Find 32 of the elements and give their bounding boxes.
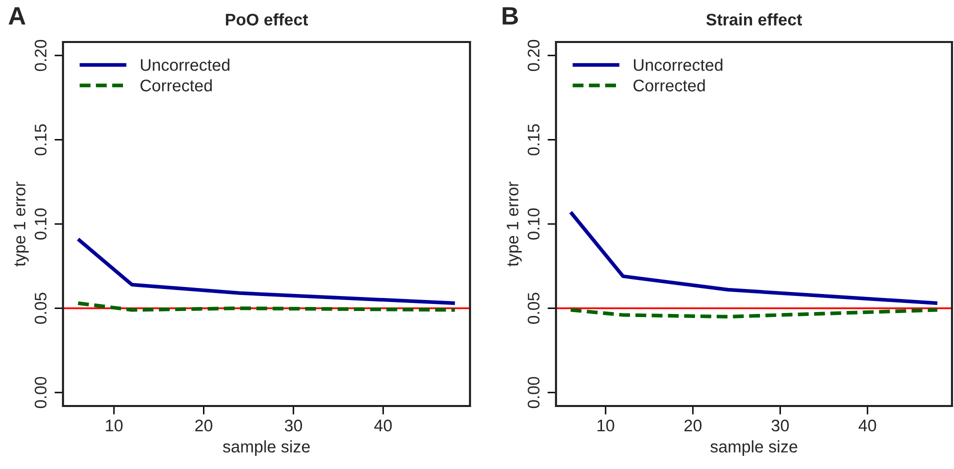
chart-title: Strain effect	[706, 13, 802, 26]
y-tick-label: 0.15	[34, 124, 47, 156]
y-tick-label: 0.05	[34, 292, 47, 324]
chart-title: PoO effect	[226, 13, 308, 26]
line-series	[568, 210, 940, 306]
x-axis-title: sample size	[710, 440, 798, 456]
text: B	[502, 7, 518, 24]
x-tick-label: 10	[106, 420, 123, 432]
x-tick-label: 40	[374, 420, 392, 432]
x-tick-label: 20	[684, 420, 702, 432]
y-axis-title: type 1 error	[14, 182, 29, 266]
x-tick-label: 30	[772, 420, 789, 432]
legend-label: Corrected	[140, 79, 212, 92]
y-tick-label: 0.00	[34, 376, 47, 408]
line-series	[76, 237, 457, 306]
y-tick-label: 0.20	[34, 40, 47, 72]
x-tick-label: 20	[195, 420, 212, 432]
legend-label: Uncorrected	[634, 58, 722, 71]
x-tick-label: 30	[284, 420, 302, 432]
legend-label: Uncorrected	[140, 58, 230, 71]
y-tick-label: 0.15	[528, 124, 540, 156]
y-tick-label: 0.05	[528, 292, 540, 324]
x-tick-label: 10	[598, 420, 614, 432]
text: A	[8, 7, 26, 24]
legend-label: Corrected	[634, 79, 705, 92]
x-axis-title: sample size	[222, 440, 310, 456]
y-tick-label: 0.00	[528, 376, 540, 408]
y-tick-label: 0.10	[34, 208, 47, 240]
y-axis-title: type 1 error	[506, 182, 522, 266]
y-tick-label: 0.20	[528, 40, 540, 72]
x-tick-label: 40	[858, 420, 876, 432]
y-tick-label: 0.10	[528, 208, 540, 240]
